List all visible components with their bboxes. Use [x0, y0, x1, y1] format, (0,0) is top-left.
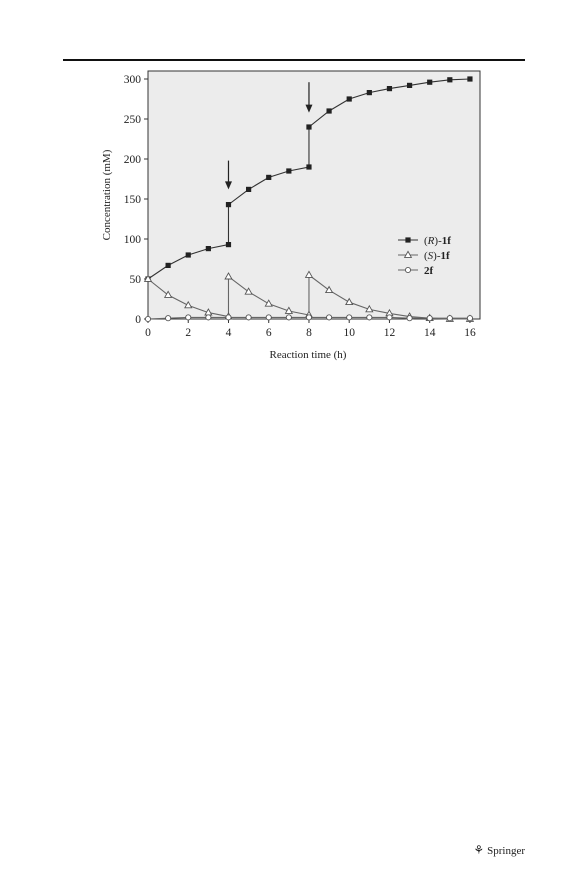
- legend-label: (S)-1f: [424, 250, 450, 262]
- y-tick-label: 200: [124, 154, 142, 166]
- data-point: [386, 314, 393, 321]
- data-point: [165, 315, 172, 322]
- data-point: [467, 76, 473, 82]
- legend-marker: [404, 266, 412, 274]
- data-point: [284, 306, 294, 314]
- y-tick-label: 0: [135, 314, 141, 326]
- x-tick-label: 10: [343, 327, 355, 339]
- data-point: [265, 314, 272, 321]
- plot-frame: [147, 70, 481, 320]
- data-point: [266, 174, 272, 180]
- x-axis-label: Reaction time (h): [270, 349, 347, 361]
- data-point: [185, 252, 191, 258]
- data-point: [205, 314, 212, 321]
- data-point: [185, 314, 192, 321]
- data-point: [286, 168, 292, 174]
- y-tick-label: 300: [124, 74, 142, 86]
- data-point: [225, 314, 232, 321]
- data-point: [386, 86, 393, 92]
- x-tick-label: 14: [424, 327, 436, 339]
- data-point: [306, 164, 312, 170]
- data-point: [245, 314, 252, 321]
- y-axis-label: Concentration (mM): [101, 149, 113, 240]
- data-point: [143, 274, 153, 282]
- legend-label: 2f: [424, 265, 434, 277]
- data-point: [426, 315, 433, 322]
- data-point: [285, 314, 292, 321]
- data-point: [304, 270, 314, 278]
- x-tick-label: 16: [464, 327, 476, 339]
- arrow-annotation-head: [305, 104, 313, 113]
- y-tick-label: 250: [124, 114, 142, 126]
- data-point: [163, 290, 173, 298]
- x-tick-label: 12: [384, 327, 396, 339]
- data-point: [447, 77, 453, 83]
- data-point: [326, 108, 332, 114]
- legend-label: (R)-1f: [424, 235, 451, 247]
- data-point: [184, 300, 193, 309]
- data-point: [466, 315, 473, 322]
- data-point: [205, 246, 211, 252]
- data-point: [244, 287, 253, 295]
- data-point: [324, 285, 334, 294]
- data-point: [446, 315, 453, 322]
- data-point: [165, 262, 171, 268]
- data-point: [365, 304, 374, 313]
- x-tick-label: 0: [145, 327, 151, 339]
- data-point: [225, 202, 232, 208]
- data-point: [264, 299, 273, 307]
- x-tick-label: 2: [185, 327, 191, 339]
- data-point: [225, 242, 232, 248]
- data-point: [306, 124, 312, 130]
- legend-marker: [403, 250, 413, 258]
- top-rule: [63, 59, 525, 61]
- springer-logo-icon: ⚘: [473, 843, 485, 857]
- axes: 0 2 4 6 8 10 12 14 16 0 50 100 150 200 250 300 Reaction …: [101, 70, 481, 361]
- legend-marker: [405, 237, 411, 243]
- data-point: [346, 96, 352, 102]
- publisher-name: Springer: [487, 845, 525, 857]
- x-tick-label: 4: [226, 327, 232, 339]
- x-tick-label: 6: [266, 327, 272, 339]
- footer: ⚘ Springer: [473, 843, 525, 858]
- plot-area: [143, 76, 475, 323]
- arrow-annotation-head: [224, 181, 232, 190]
- data-point: [366, 90, 372, 96]
- data-point: [427, 79, 433, 85]
- data-point: [326, 314, 333, 321]
- data-point: [305, 314, 313, 321]
- legend: (R)-1f (S)-1f 2f: [398, 235, 451, 277]
- data-point: [246, 186, 252, 192]
- data-point: [366, 314, 373, 321]
- data-point: [406, 315, 413, 322]
- y-tick-label: 100: [124, 234, 142, 246]
- data-point: [406, 82, 413, 88]
- x-tick-label: 8: [306, 327, 312, 339]
- data-point: [144, 315, 152, 323]
- y-tick-label: 50: [130, 274, 142, 286]
- y-tick-label: 150: [124, 194, 142, 206]
- data-point: [346, 314, 353, 321]
- data-point: [224, 272, 233, 280]
- line-chart: 0 2 4 6 8 10 12 14 16 0 50 100 150 200 250 300 Reaction …: [101, 70, 481, 361]
- data-point: [345, 297, 354, 306]
